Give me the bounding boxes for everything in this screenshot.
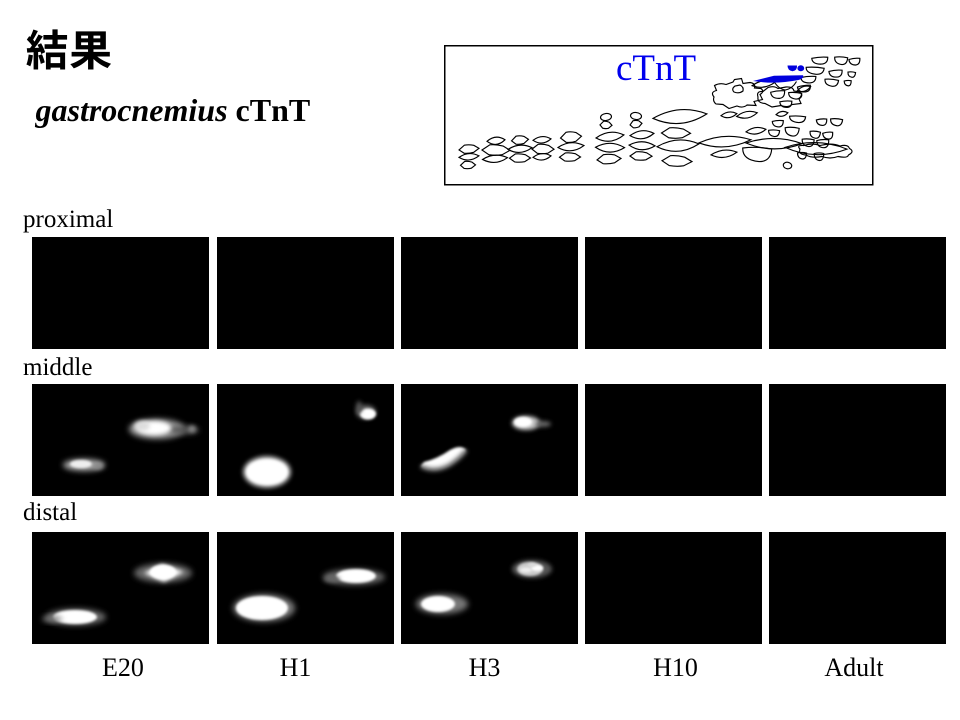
svg-text:cTnT: cTnT (616, 48, 696, 89)
